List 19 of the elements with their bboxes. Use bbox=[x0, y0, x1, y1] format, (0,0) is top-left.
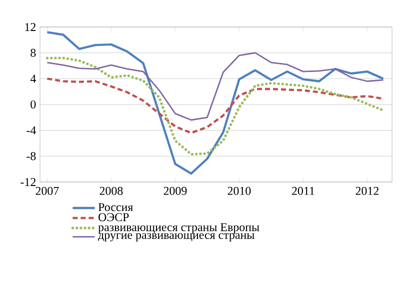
legend-label: развивающиеся страны Европы bbox=[98, 223, 260, 234]
y-tick-label: 12 bbox=[25, 23, 36, 31]
x-tick-label: 2007 bbox=[36, 186, 59, 195]
x-tick-label: 2010 bbox=[228, 186, 251, 195]
y-tick-label: -8 bbox=[26, 152, 36, 160]
y-tick-label: -4 bbox=[26, 126, 36, 134]
x-tick-label: 2012 bbox=[356, 186, 378, 195]
y-tick-label: 8 bbox=[30, 48, 36, 57]
legend-label: другие развивающиеся страны bbox=[98, 233, 254, 242]
y-tick-label: 0 bbox=[30, 100, 36, 109]
legend-label: Россия bbox=[98, 203, 133, 212]
legend-label: ОЭСР bbox=[98, 213, 129, 222]
line-series bbox=[46, 78, 384, 134]
x-tick-label: 2008 bbox=[100, 186, 123, 195]
x-tick-label: 2009 bbox=[164, 186, 187, 195]
y-tick-label: -12 bbox=[20, 178, 36, 186]
x-tick-label: 2011 bbox=[292, 186, 314, 195]
line-series bbox=[46, 52, 384, 121]
y-tick-label: 4 bbox=[30, 74, 36, 83]
